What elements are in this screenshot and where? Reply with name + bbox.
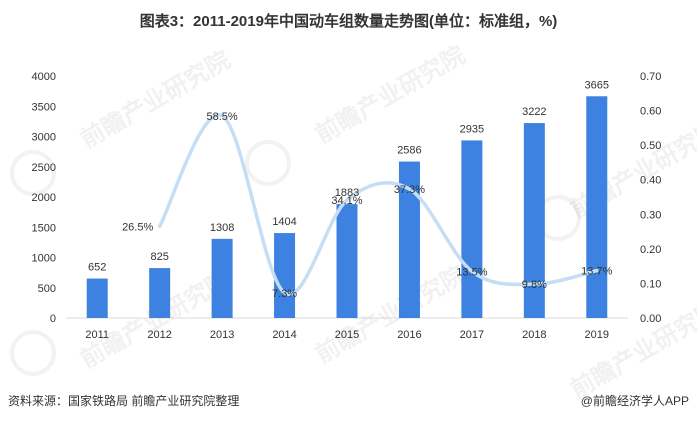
left-axis-ticks: 0 500 1000 1500 2000 2500 3000 3500 4000 xyxy=(32,71,56,325)
chart-title: 图表3：2011-2019年中国动车组数量走势图(单位：标准组，%) xyxy=(139,13,558,30)
x-tick-label: 2011 xyxy=(85,329,109,341)
left-tick-label: 3000 xyxy=(32,132,56,144)
bar xyxy=(586,96,608,318)
left-tick-label: 2500 xyxy=(32,162,56,174)
bar-value-label: 3222 xyxy=(522,106,546,118)
x-tick-label: 2012 xyxy=(147,329,171,341)
bar xyxy=(274,233,296,318)
line-value-label: 26.5% xyxy=(122,221,153,233)
x-tick-label: 2013 xyxy=(210,329,234,341)
bar xyxy=(523,123,545,318)
bar-value-labels: 652 825 1308 1404 1883 2586 2935 3222 3665 xyxy=(88,79,609,273)
right-tick-label: 0.00 xyxy=(640,313,661,325)
growth-line xyxy=(157,113,599,296)
right-axis-ticks: 0.00 0.10 0.20 0.30 0.40 0.50 0.60 0.70 xyxy=(640,71,661,325)
bar-value-label: 2935 xyxy=(460,123,484,135)
brand-credit: @前瞻经济学人APP xyxy=(580,394,689,408)
bar xyxy=(461,140,483,318)
left-tick-label: 1500 xyxy=(32,222,56,234)
left-tick-label: 0 xyxy=(50,313,56,325)
bar-value-label: 825 xyxy=(150,251,168,263)
line-value-label: 13.5% xyxy=(456,266,487,278)
bar-value-label: 1404 xyxy=(272,216,296,228)
watermark-logo xyxy=(245,140,291,186)
x-tick-label: 2019 xyxy=(585,329,609,341)
line-value-label: 37.3% xyxy=(394,184,425,196)
right-tick-label: 0.20 xyxy=(640,244,661,256)
left-tick-label: 500 xyxy=(38,283,56,295)
bar-value-label: 3665 xyxy=(585,79,609,91)
bar xyxy=(398,161,420,318)
bar-value-label: 652 xyxy=(88,262,106,274)
bar xyxy=(211,238,233,318)
line-value-label: 58.5% xyxy=(207,111,238,123)
line-value-label: 13.7% xyxy=(581,266,612,278)
line-value-labels: 26.5% 58.5% 7.3% 34.1% 37.3% 13.5% 9.8% 13.7% xyxy=(122,111,613,300)
bar xyxy=(86,278,108,318)
right-tick-label: 0.30 xyxy=(640,209,661,221)
watermark-logo xyxy=(10,330,56,376)
bar-series xyxy=(86,96,608,318)
line-value-label: 34.1% xyxy=(331,195,362,207)
right-tick-label: 0.60 xyxy=(640,106,661,118)
bar-value-label: 1308 xyxy=(210,222,234,234)
line-value-label: 9.8% xyxy=(522,279,547,291)
x-tick-label: 2016 xyxy=(397,329,421,341)
bar-value-label: 2586 xyxy=(397,145,421,157)
right-tick-label: 0.70 xyxy=(640,71,661,83)
x-tick-label: 2014 xyxy=(272,329,296,341)
left-tick-label: 3500 xyxy=(32,101,56,113)
x-tick-label: 2018 xyxy=(522,329,546,341)
x-tick-label: 2017 xyxy=(460,329,484,341)
left-tick-label: 2000 xyxy=(32,192,56,204)
right-tick-label: 0.50 xyxy=(640,140,661,152)
x-tick-label: 2015 xyxy=(335,329,359,341)
right-tick-label: 0.10 xyxy=(640,278,661,290)
bar xyxy=(336,204,358,318)
bar-value-label: 1883 xyxy=(335,187,359,199)
right-tick-label: 0.40 xyxy=(640,175,661,187)
bar xyxy=(149,268,171,318)
source-note: 资料来源：国家铁路局 前瞻产业研究院整理 xyxy=(8,394,240,408)
left-tick-label: 1000 xyxy=(32,253,56,265)
x-axis-ticks: 2011 2012 2013 2014 2015 2016 2017 2018 2019 xyxy=(85,329,609,341)
left-tick-label: 4000 xyxy=(32,71,56,83)
line-value-label: 7.3% xyxy=(272,288,297,300)
watermark-logo xyxy=(10,150,56,196)
